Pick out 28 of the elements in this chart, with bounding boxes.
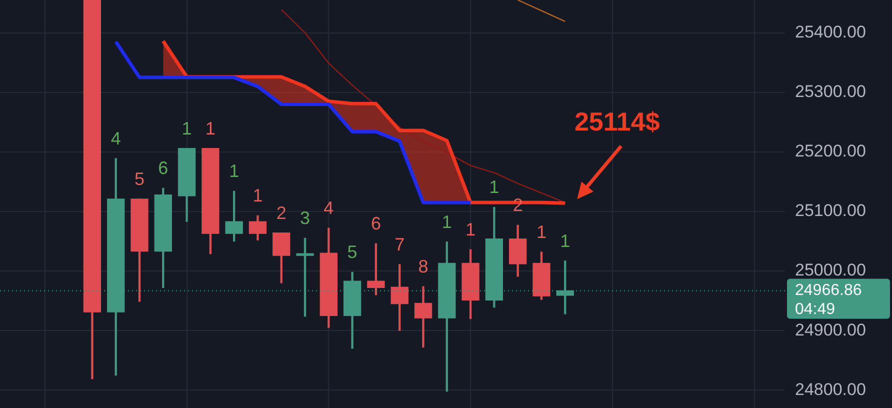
text: 5 xyxy=(134,168,145,189)
text: 7 xyxy=(394,234,405,254)
text: 1 xyxy=(466,220,476,240)
y-tick-label: 25100.00 xyxy=(795,201,866,220)
y-tick-label: 24900.00 xyxy=(795,320,866,340)
text: 6 xyxy=(370,214,381,234)
y-tick-label: 24800.00 xyxy=(795,380,866,399)
ref-line-label: 24966.86 04:49 xyxy=(795,282,862,318)
text: 3 xyxy=(300,208,310,228)
text: 1 xyxy=(536,222,546,242)
annotation: 25114$ xyxy=(574,106,660,136)
text: 4 xyxy=(324,198,334,218)
text: 4 xyxy=(110,128,121,148)
text: 1 xyxy=(560,230,570,251)
text: 1 xyxy=(205,118,216,138)
y-tick-label: 25200.00 xyxy=(795,142,866,161)
text: 1 xyxy=(442,212,452,232)
text: 6 xyxy=(158,158,168,178)
text: 8 xyxy=(418,256,428,276)
text: 5 xyxy=(347,242,358,262)
y-tick-label: 25300.00 xyxy=(795,82,866,102)
y-tick-label: 25400.00 xyxy=(795,22,866,42)
y-tick-label: 25000.00 xyxy=(795,260,866,280)
text: 1 xyxy=(489,177,500,198)
text: 1 xyxy=(182,118,192,138)
text: 2 xyxy=(276,202,286,223)
text: 1 xyxy=(229,161,240,182)
text: 1 xyxy=(252,186,263,206)
